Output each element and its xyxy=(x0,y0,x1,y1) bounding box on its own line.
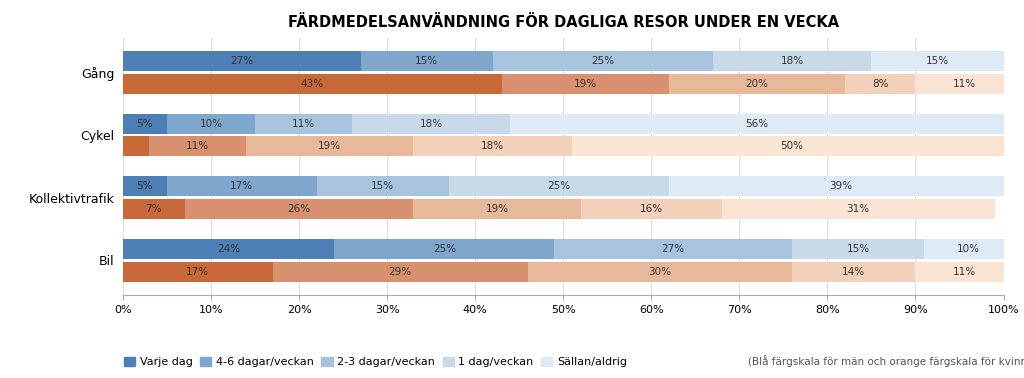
Text: 11%: 11% xyxy=(186,141,209,151)
Bar xyxy=(572,136,1013,156)
Text: 16%: 16% xyxy=(640,204,663,214)
Text: 19%: 19% xyxy=(318,141,341,151)
Bar xyxy=(713,51,871,71)
Text: 18%: 18% xyxy=(420,119,442,129)
Text: 5%: 5% xyxy=(136,119,154,129)
Text: 24%: 24% xyxy=(217,244,240,254)
Text: 26%: 26% xyxy=(288,204,310,214)
Text: 56%: 56% xyxy=(745,119,768,129)
Bar xyxy=(167,177,316,197)
Bar xyxy=(255,114,352,134)
Bar xyxy=(502,74,669,94)
Text: 27%: 27% xyxy=(230,56,253,66)
Bar xyxy=(316,177,449,197)
Text: 18%: 18% xyxy=(780,56,804,66)
Text: 39%: 39% xyxy=(829,181,852,191)
Legend: Varje dag, 4-6 dagar/veckan, 2-3 dagar/veckan, 1 dag/veckan, Sällan/aldrig: Varje dag, 4-6 dagar/veckan, 2-3 dagar/v… xyxy=(120,352,631,372)
Text: 17%: 17% xyxy=(186,266,209,277)
Bar xyxy=(722,199,994,219)
Bar xyxy=(793,239,925,259)
Text: 25%: 25% xyxy=(433,244,456,254)
Text: 43%: 43% xyxy=(301,79,324,88)
Bar xyxy=(123,262,272,282)
Bar xyxy=(915,262,1013,282)
Title: FÄRDMEDELSANVÄNDNING FÖR DAGLIGA RESOR UNDER EN VECKA: FÄRDMEDELSANVÄNDNING FÖR DAGLIGA RESOR U… xyxy=(288,15,839,30)
Bar xyxy=(123,114,167,134)
Bar xyxy=(493,51,713,71)
Bar xyxy=(150,136,246,156)
Bar xyxy=(581,199,722,219)
Bar xyxy=(510,114,1004,134)
Bar xyxy=(167,114,255,134)
Text: 27%: 27% xyxy=(662,244,685,254)
Text: 15%: 15% xyxy=(415,56,438,66)
Text: 8%: 8% xyxy=(872,79,889,88)
Bar xyxy=(449,177,669,197)
Bar xyxy=(554,239,793,259)
Bar xyxy=(414,199,581,219)
Text: 7%: 7% xyxy=(145,204,162,214)
Text: 25%: 25% xyxy=(547,181,570,191)
Bar xyxy=(669,74,845,94)
Text: 30%: 30% xyxy=(648,266,672,277)
Bar xyxy=(123,239,334,259)
Bar xyxy=(334,239,554,259)
Text: 20%: 20% xyxy=(745,79,768,88)
Bar xyxy=(871,51,1004,71)
Bar xyxy=(528,262,793,282)
Text: 15%: 15% xyxy=(847,244,869,254)
Text: 19%: 19% xyxy=(485,204,509,214)
Bar xyxy=(123,136,150,156)
Text: 25%: 25% xyxy=(591,56,614,66)
Bar xyxy=(272,262,528,282)
Bar xyxy=(246,136,414,156)
Bar xyxy=(184,199,414,219)
Bar xyxy=(123,51,360,71)
Bar xyxy=(123,199,184,219)
Bar xyxy=(360,51,493,71)
Bar xyxy=(845,74,915,94)
Bar xyxy=(123,177,167,197)
Text: 5%: 5% xyxy=(136,181,154,191)
Text: 29%: 29% xyxy=(389,266,412,277)
Text: 31%: 31% xyxy=(847,204,869,214)
Text: 18%: 18% xyxy=(481,141,504,151)
Text: 11%: 11% xyxy=(952,266,976,277)
Bar xyxy=(793,262,915,282)
Text: 11%: 11% xyxy=(952,79,976,88)
Bar xyxy=(123,74,502,94)
Text: 10%: 10% xyxy=(956,244,980,254)
Text: 10%: 10% xyxy=(200,119,222,129)
Bar xyxy=(915,74,1013,94)
Text: 50%: 50% xyxy=(780,141,804,151)
Text: 14%: 14% xyxy=(843,266,865,277)
Text: 15%: 15% xyxy=(926,56,949,66)
Text: 17%: 17% xyxy=(230,181,253,191)
Text: (Blå färgskala för män och orange färgskala för kvinnor): (Blå färgskala för män och orange färgsk… xyxy=(748,355,1024,367)
Bar xyxy=(669,177,1013,197)
Bar xyxy=(925,239,1013,259)
Text: 19%: 19% xyxy=(573,79,597,88)
Text: 15%: 15% xyxy=(371,181,394,191)
Bar xyxy=(352,114,510,134)
Text: 11%: 11% xyxy=(292,119,315,129)
Bar xyxy=(414,136,572,156)
